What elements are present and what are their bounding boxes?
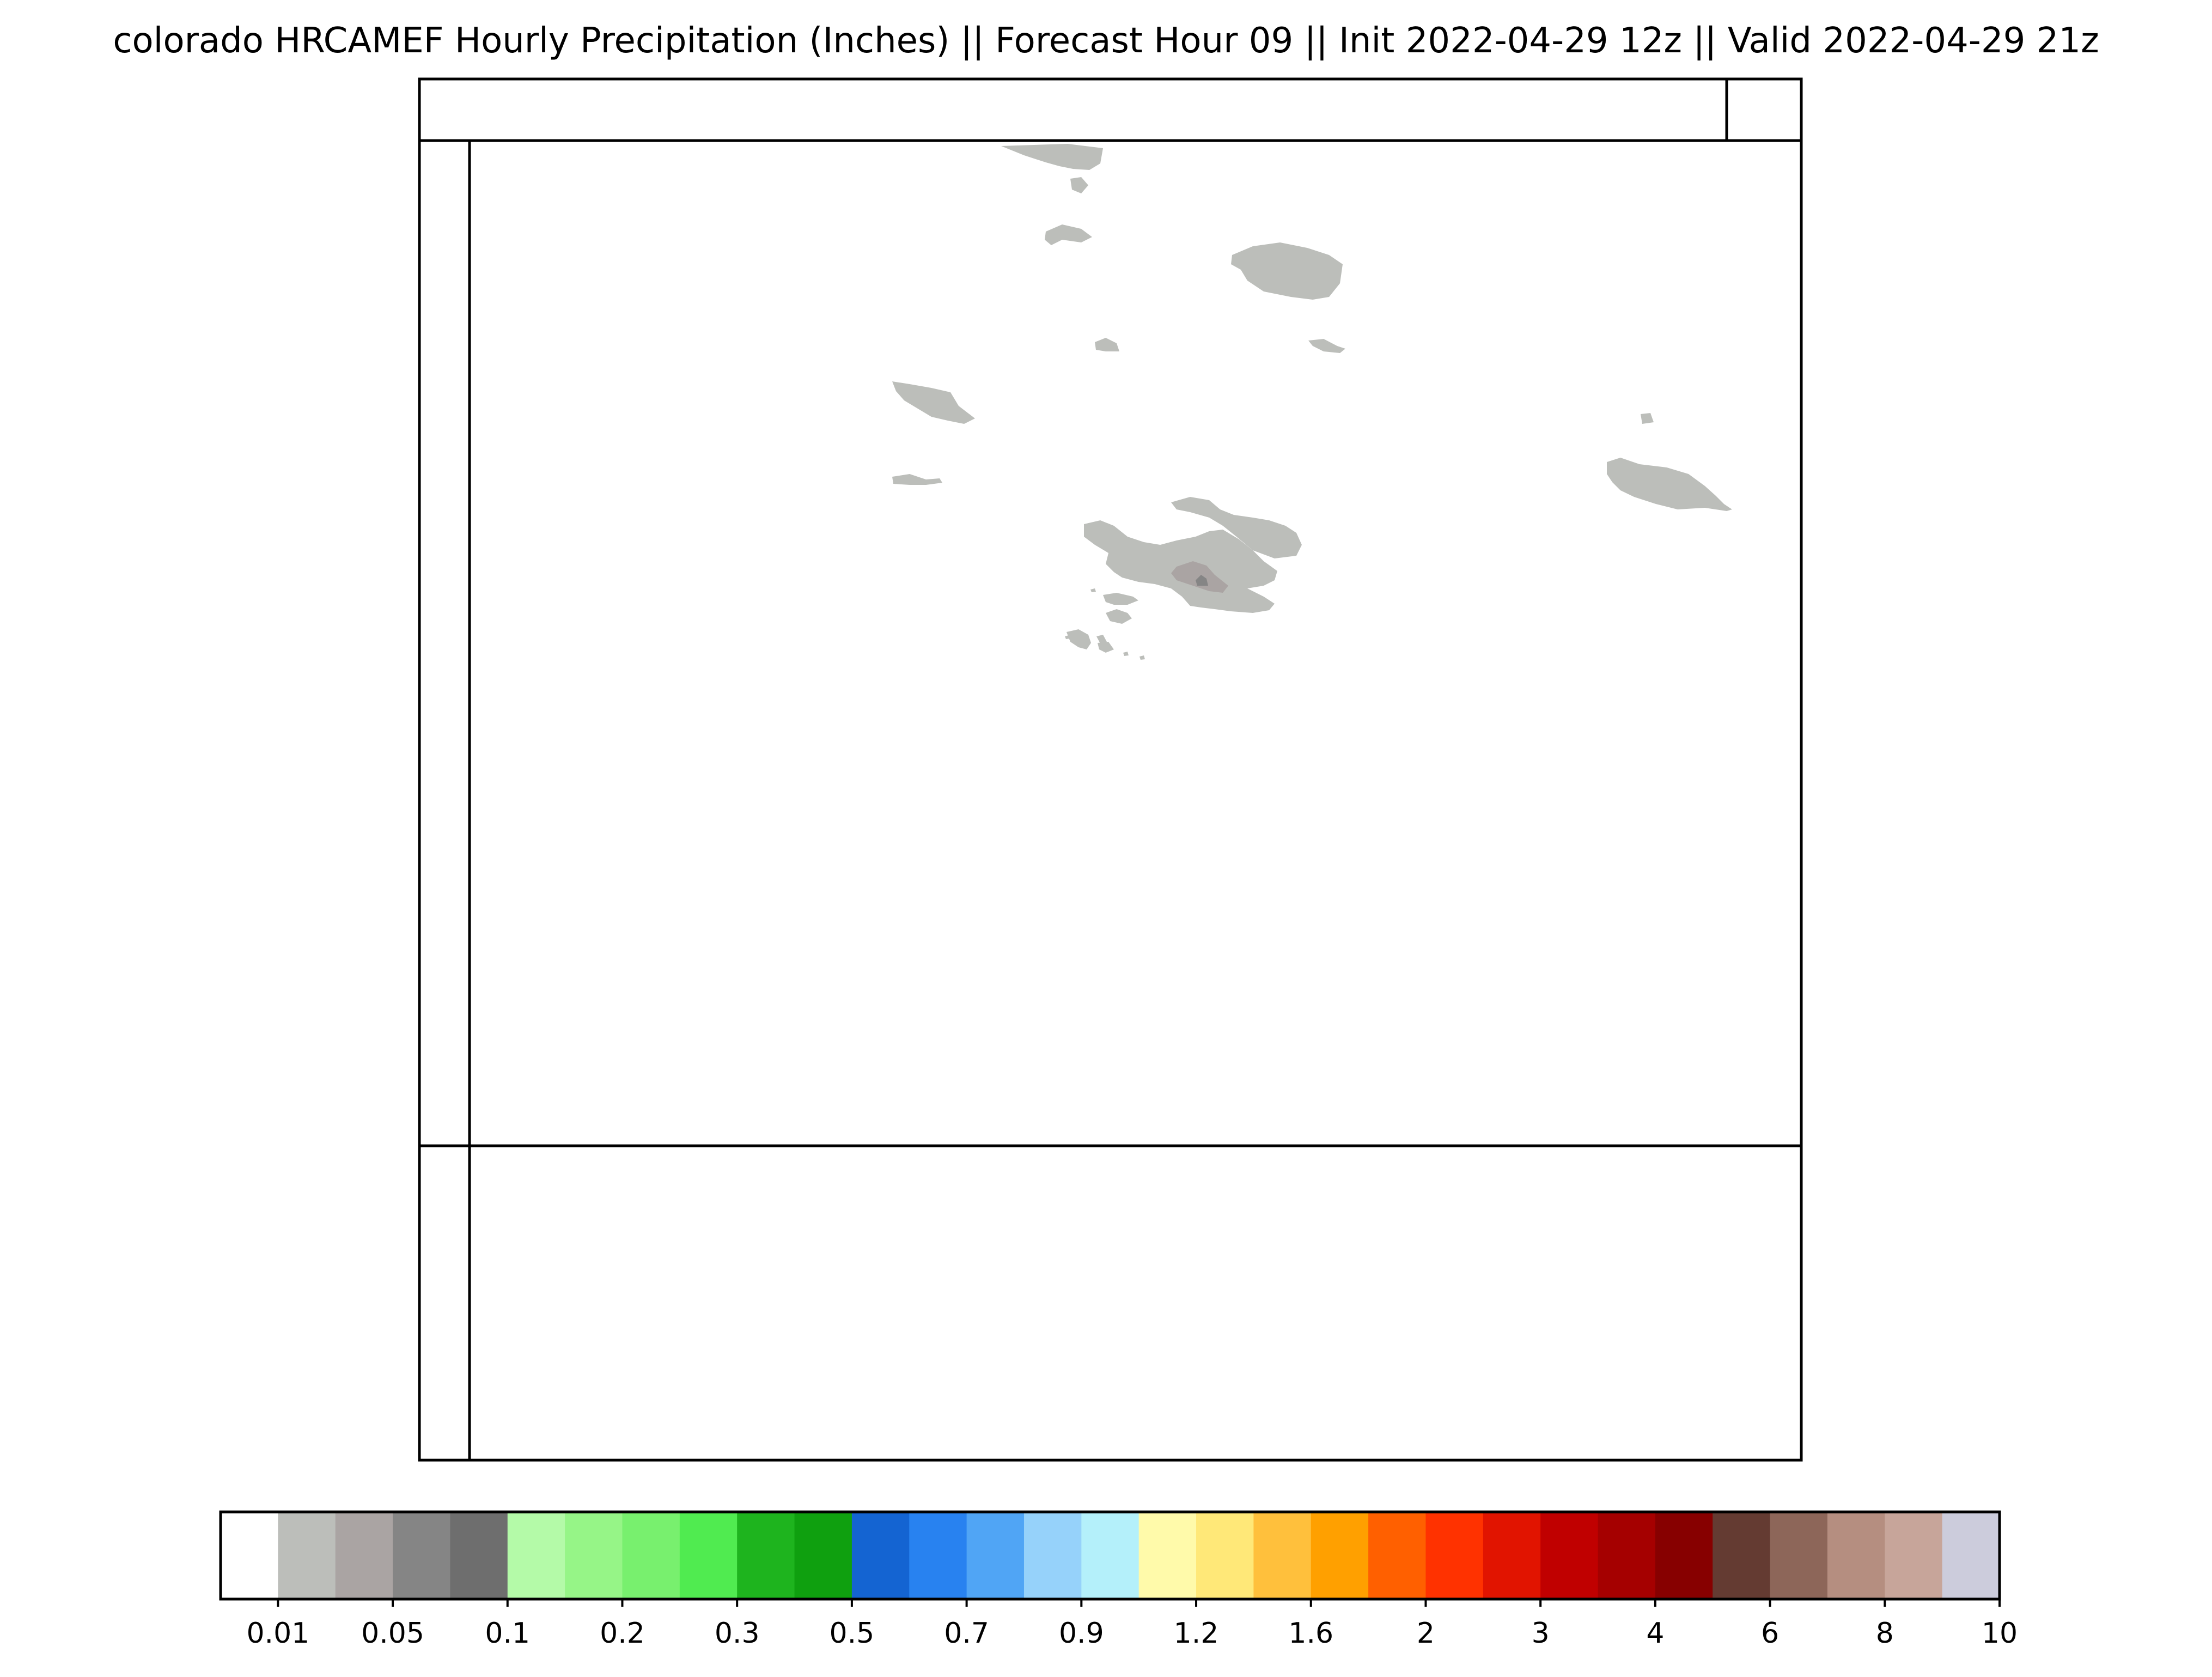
precip-area (1098, 642, 1114, 653)
precip-area (1070, 177, 1088, 193)
colorbar-bin (1425, 1512, 1484, 1599)
colorbar-tick-label: 0.05 (361, 1617, 424, 1650)
colorbar-bin (1138, 1512, 1197, 1599)
precip-area (1001, 144, 1103, 170)
colorbar-bin (1081, 1512, 1139, 1599)
precip-area (1103, 593, 1138, 605)
precip-area (892, 381, 975, 424)
precip-area (1196, 575, 1208, 586)
colorbar-ticks: 0.01 0.05 0.1 0.2 0.3 0.5 0.7 0.9 1.2 1.6 2 3 4 6 8 10 (246, 1599, 2018, 1650)
precip-area (1641, 413, 1654, 424)
precip-area (1308, 339, 1345, 353)
colorbar-bin (1540, 1512, 1599, 1599)
colorbar-bin (1311, 1512, 1369, 1599)
colorbar-bin (1655, 1512, 1713, 1599)
colorbar-bin (1368, 1512, 1427, 1599)
precip-area (1045, 224, 1092, 245)
border-lines (418, 77, 1803, 1462)
precip-area (1123, 652, 1129, 656)
precipitation-areas (892, 144, 1732, 660)
precip-area (1095, 338, 1119, 351)
colorbar-tick-label: 6 (1761, 1617, 1779, 1650)
colorbar-bins (221, 1512, 2000, 1599)
colorbar-bin (909, 1512, 967, 1599)
colorbar-tick-label: 3 (1532, 1617, 1550, 1650)
colorbar-bin (1483, 1512, 1541, 1599)
colorbar-bin (966, 1512, 1025, 1599)
precip-area (1090, 588, 1096, 592)
colorbar-tick-label: 0.7 (944, 1617, 989, 1650)
precip-area (1139, 655, 1145, 660)
colorbar-bin (679, 1512, 738, 1599)
colorbar-bin (565, 1512, 623, 1599)
colorbar-bin (1770, 1512, 1828, 1599)
colorbar-tick-label: 8 (1876, 1617, 1894, 1650)
map-title: colorado HRCAMEF Hourly Precipitation (I… (113, 21, 2099, 61)
colorbar-bin (221, 1512, 278, 1599)
colorbar-tick-label: 0.5 (830, 1617, 875, 1650)
colorbar-bin (1827, 1512, 1885, 1599)
colorbar-bin (507, 1512, 565, 1599)
colorbar-bin (1713, 1512, 1771, 1599)
colorbar-tick-label: 2 (1417, 1617, 1435, 1650)
colorbar-tick-label: 0.1 (485, 1617, 530, 1650)
colorbar-bin (393, 1512, 451, 1599)
map-outer-frame (418, 77, 1803, 1462)
colorbar-bin (278, 1512, 336, 1599)
colorbar-tick-label: 4 (1646, 1617, 1664, 1650)
precip-area (1106, 609, 1132, 624)
colorbar-tick-label: 1.6 (1288, 1617, 1333, 1650)
colorbar-tick-label: 10 (1982, 1617, 2018, 1650)
precip-area (1231, 242, 1343, 300)
colorbar-bin (1023, 1512, 1082, 1599)
precip-area (1171, 497, 1302, 558)
colorbar-bin (1196, 1512, 1254, 1599)
colorbar-tick-label: 1.2 (1174, 1617, 1219, 1650)
colorbar-bin (794, 1512, 852, 1599)
precip-area (1607, 458, 1732, 511)
colorbar-tick-label: 0.9 (1059, 1617, 1104, 1650)
colorbar-bin (335, 1512, 393, 1599)
colorbar-bin (851, 1512, 910, 1599)
precip-area (892, 474, 942, 485)
precip-area (1067, 629, 1091, 649)
colorbar-bin (1598, 1512, 1656, 1599)
colorbar-bin (622, 1512, 680, 1599)
colorbar-frame (219, 1510, 2001, 1601)
map-panel (418, 77, 1803, 1462)
colorbar-bin (450, 1512, 508, 1599)
colorbar-tick-label: 0.01 (246, 1617, 309, 1650)
colorbar-bin (1253, 1512, 1312, 1599)
precip-area (1065, 635, 1070, 639)
colorbar-tick-label: 0.2 (600, 1617, 645, 1650)
colorbar-bin (1885, 1512, 1943, 1599)
colorbar-bin (1942, 1512, 2000, 1599)
colorbar-bin (737, 1512, 795, 1599)
colorbar-tick-label: 0.3 (715, 1617, 760, 1650)
